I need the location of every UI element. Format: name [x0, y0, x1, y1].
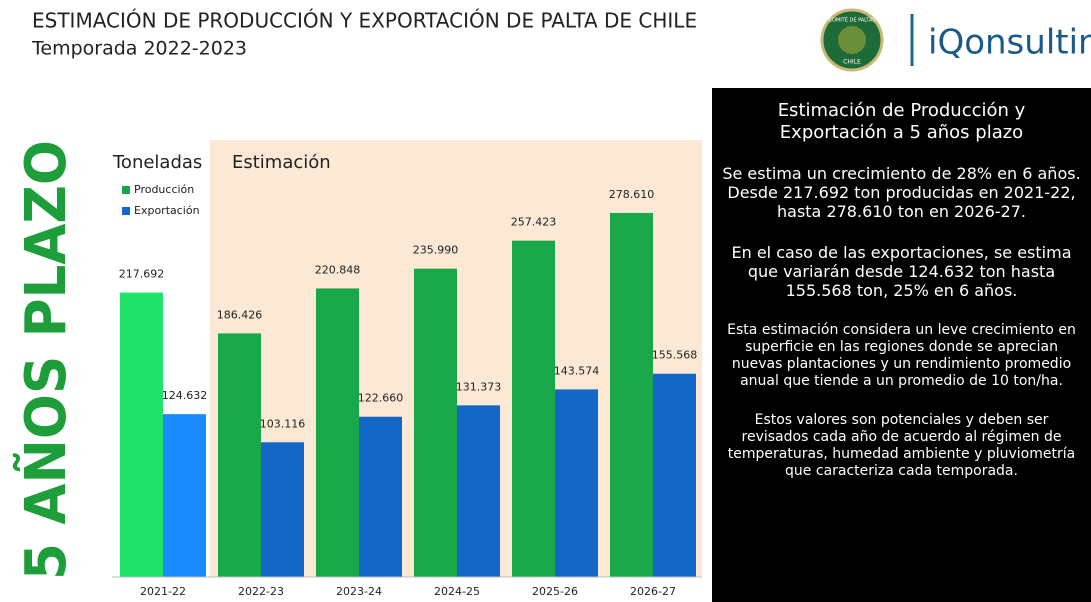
paragraph: Estos valores son potenciales y deben se…: [727, 412, 1076, 479]
seal-bottom: CHILE: [843, 59, 861, 66]
y-axis-label: Toneladas: [112, 152, 202, 173]
brand: iQonsulting: [928, 23, 1091, 63]
subtitle: Temporada 2022-2023: [31, 38, 247, 60]
text-panel: Estimación de Producción y Exportación a…: [712, 88, 1091, 602]
value-label: 103.116: [260, 417, 306, 430]
bar: [316, 288, 359, 577]
seal-text: COMITÉ DE PALTAS: [828, 16, 875, 24]
bar: [359, 416, 402, 577]
paragraph: Esta estimación considera un leve crecim…: [727, 322, 1076, 389]
paragraph: Se estima un crecimiento de 28% en 6 año…: [722, 164, 1081, 221]
bar: [555, 389, 598, 577]
value-label: 257.423: [511, 216, 557, 229]
bar: [120, 292, 163, 577]
bar: [457, 405, 500, 577]
chart: ESTIMACIÓN DE PRODUCCIÓN Y EXPORTACIÓN D…: [14, 9, 702, 598]
seal-avocado: [838, 26, 866, 54]
legend-swatch: [122, 186, 130, 194]
legend-label: Exportación: [134, 204, 200, 217]
legend-label: Producción: [134, 183, 194, 196]
legend-swatch: [122, 207, 130, 215]
paragraph: En el caso de las exportaciones, se esti…: [731, 243, 1072, 300]
x-tick-label: 2026-27: [630, 585, 676, 598]
x-tick-label: 2023-24: [336, 585, 382, 598]
value-label: 220.848: [315, 263, 361, 276]
value-label: 143.574: [554, 364, 600, 377]
side-title: 5 AÑOS PLAZO: [14, 140, 79, 580]
bar: [512, 240, 555, 577]
value-label: 155.568: [652, 349, 698, 362]
x-tick-label: 2024-25: [434, 585, 480, 598]
bar: [261, 442, 304, 577]
value-label: 131.373: [456, 380, 502, 393]
value-label: 278.610: [609, 188, 655, 201]
x-tick-label: 2022-23: [238, 585, 284, 598]
logos: COMITÉ DE PALTAS CHILE iQonsulting: [820, 8, 1091, 72]
panel-title: Estimación de Producción y Exportación a…: [777, 100, 1026, 143]
value-label: 124.632: [162, 389, 208, 402]
value-label: 235.990: [413, 244, 459, 257]
value-label: 217.692: [119, 268, 165, 281]
title: ESTIMACIÓN DE PRODUCCIÓN Y EXPORTACIÓN D…: [32, 9, 697, 33]
bar: [610, 212, 653, 578]
bar: [218, 333, 261, 577]
x-tick-label: 2021-22: [140, 585, 186, 598]
bar: [653, 373, 696, 577]
bar: [163, 414, 206, 577]
x-tick-label: 2025-26: [532, 585, 578, 598]
annotation: Estimación: [232, 152, 331, 173]
bar: [414, 268, 457, 577]
value-label: 186.426: [217, 308, 263, 321]
value-label: 122.660: [358, 392, 404, 405]
